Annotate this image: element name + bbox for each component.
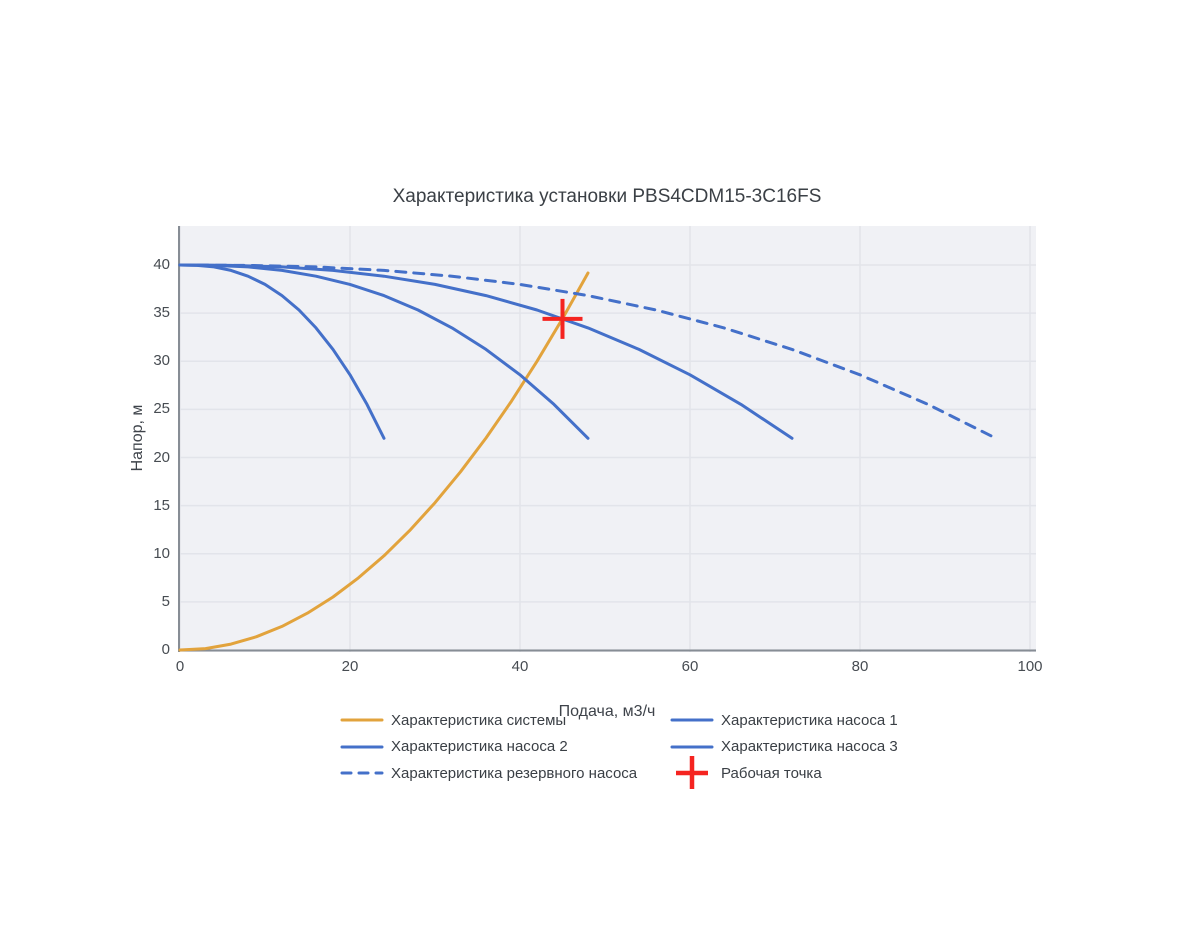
y-tick-label: 25 (153, 400, 170, 418)
legend-label: Характеристика насоса 2 (391, 738, 568, 756)
curve-3 (178, 263, 794, 440)
legend-label: Характеристика насоса 1 (721, 711, 898, 729)
legend-label: Рабочая точка (721, 764, 822, 782)
chart-title: Характеристика установки PBS4CDM15-3C16F… (392, 186, 822, 207)
y-axis-title: Напор, м (129, 404, 146, 472)
legend-item-pump-2[interactable]: Характеристика насоса 2 (340, 730, 672, 764)
y-tick-label: 30 (153, 352, 170, 370)
x-tick-label: 0 (175, 658, 185, 675)
pump-3-line-swatch (670, 730, 714, 764)
y-tick-label: 40 (153, 256, 170, 273)
legend-item-pump-1[interactable]: Характеристика насоса 1 (670, 703, 898, 737)
plot-area (178, 226, 1036, 652)
chart-legend: Характеристика системы Характеристика на… (340, 707, 898, 790)
legend-label: Характеристика резервного насоса (391, 764, 638, 782)
y-tick-label: 5 (161, 592, 170, 610)
legend-item-pump-3[interactable]: Характеристика насоса 3 (670, 730, 898, 764)
y-tick-label: 35 (153, 304, 170, 322)
working-point-marker (542, 298, 583, 339)
curve-1 (178, 263, 386, 440)
legend-item-system[interactable]: Характеристика системы (340, 703, 672, 737)
legend-label: Характеристика насоса 3 (721, 738, 898, 756)
chart-canvas (178, 226, 1036, 652)
pump-2-line-swatch (340, 730, 384, 764)
reserve-pump-dashed-line-swatch (340, 756, 384, 790)
pump-1-line-swatch (670, 703, 714, 737)
x-tick-label: 100 (1017, 658, 1043, 675)
x-tick-label: 80 (851, 658, 869, 675)
legend-item-reserve-pump[interactable]: Характеристика резервного насоса (340, 756, 672, 790)
x-tick-label: 60 (681, 658, 699, 675)
curve-0 (178, 271, 590, 652)
x-tick-label: 40 (511, 658, 529, 675)
system-line-swatch (340, 703, 384, 737)
y-tick-label: 15 (153, 496, 170, 514)
x-axis-title: Подача, м3/ч (558, 703, 656, 720)
y-tick-label: 0 (161, 641, 170, 658)
working-point-cross-icon (672, 756, 712, 790)
legend-item-working-point[interactable]: Рабочая точка (672, 756, 898, 790)
y-tick-label: 20 (153, 448, 170, 466)
curve-2 (178, 263, 590, 440)
x-tick-label: 20 (341, 658, 359, 675)
curve-4 (178, 263, 998, 440)
legend-label: Характеристика системы (391, 711, 567, 729)
y-tick-label: 10 (153, 544, 170, 562)
